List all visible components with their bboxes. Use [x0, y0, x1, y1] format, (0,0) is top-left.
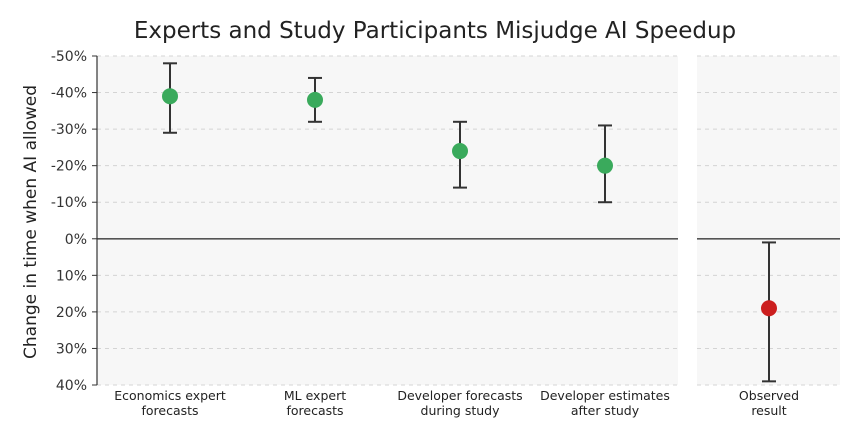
- x-tick-label-line: Economics expert: [114, 388, 226, 403]
- x-tick-label-line: ML expert: [284, 388, 346, 403]
- y-tick-label: 20%: [56, 305, 87, 321]
- y-axis-label: Change in time when AI allowed: [21, 85, 41, 359]
- y-tick-label: -30%: [51, 122, 87, 138]
- x-tick-label-line: Developer forecasts: [397, 388, 522, 403]
- x-tick-label-line: forecasts: [286, 403, 343, 418]
- y-tick-label: -50%: [51, 49, 87, 65]
- y-tick-label: -10%: [51, 195, 87, 211]
- data-point: [761, 300, 777, 317]
- data-point: [307, 91, 323, 108]
- x-tick-label-line: during study: [421, 403, 501, 418]
- y-tick-label: 0%: [65, 232, 87, 248]
- data-point: [162, 88, 178, 105]
- x-tick-label-line: after study: [571, 403, 640, 418]
- data-point: [597, 157, 613, 174]
- chart-title: Experts and Study Participants Misjudge …: [134, 18, 736, 44]
- x-tick-label: Developer estimates after study: [540, 388, 670, 418]
- x-tick-label-line: Developer estimates: [540, 388, 670, 403]
- x-tick-label: ML expert forecasts: [284, 388, 346, 418]
- y-tick-label: 40%: [56, 378, 87, 394]
- data-point: [452, 143, 468, 160]
- x-tick-label-line: forecasts: [141, 403, 198, 418]
- x-tick-label-line: result: [751, 403, 786, 418]
- y-tick-label: -40%: [51, 86, 87, 102]
- panel-background-1: [97, 56, 678, 385]
- plot-area: -50% -40% -30% -20% -10% 0% 10% 20% 30% 40% Econom…: [51, 49, 840, 418]
- x-tick-label-line: Observed: [739, 388, 799, 403]
- x-tick-label: Observed result: [739, 388, 799, 418]
- x-tick-label: Developer forecasts during study: [397, 388, 522, 418]
- y-tick-label: 30%: [56, 341, 87, 357]
- y-tick-label: 10%: [56, 268, 87, 284]
- y-tick-label: -20%: [51, 159, 87, 175]
- x-tick-label: Economics expert forecasts: [114, 388, 226, 418]
